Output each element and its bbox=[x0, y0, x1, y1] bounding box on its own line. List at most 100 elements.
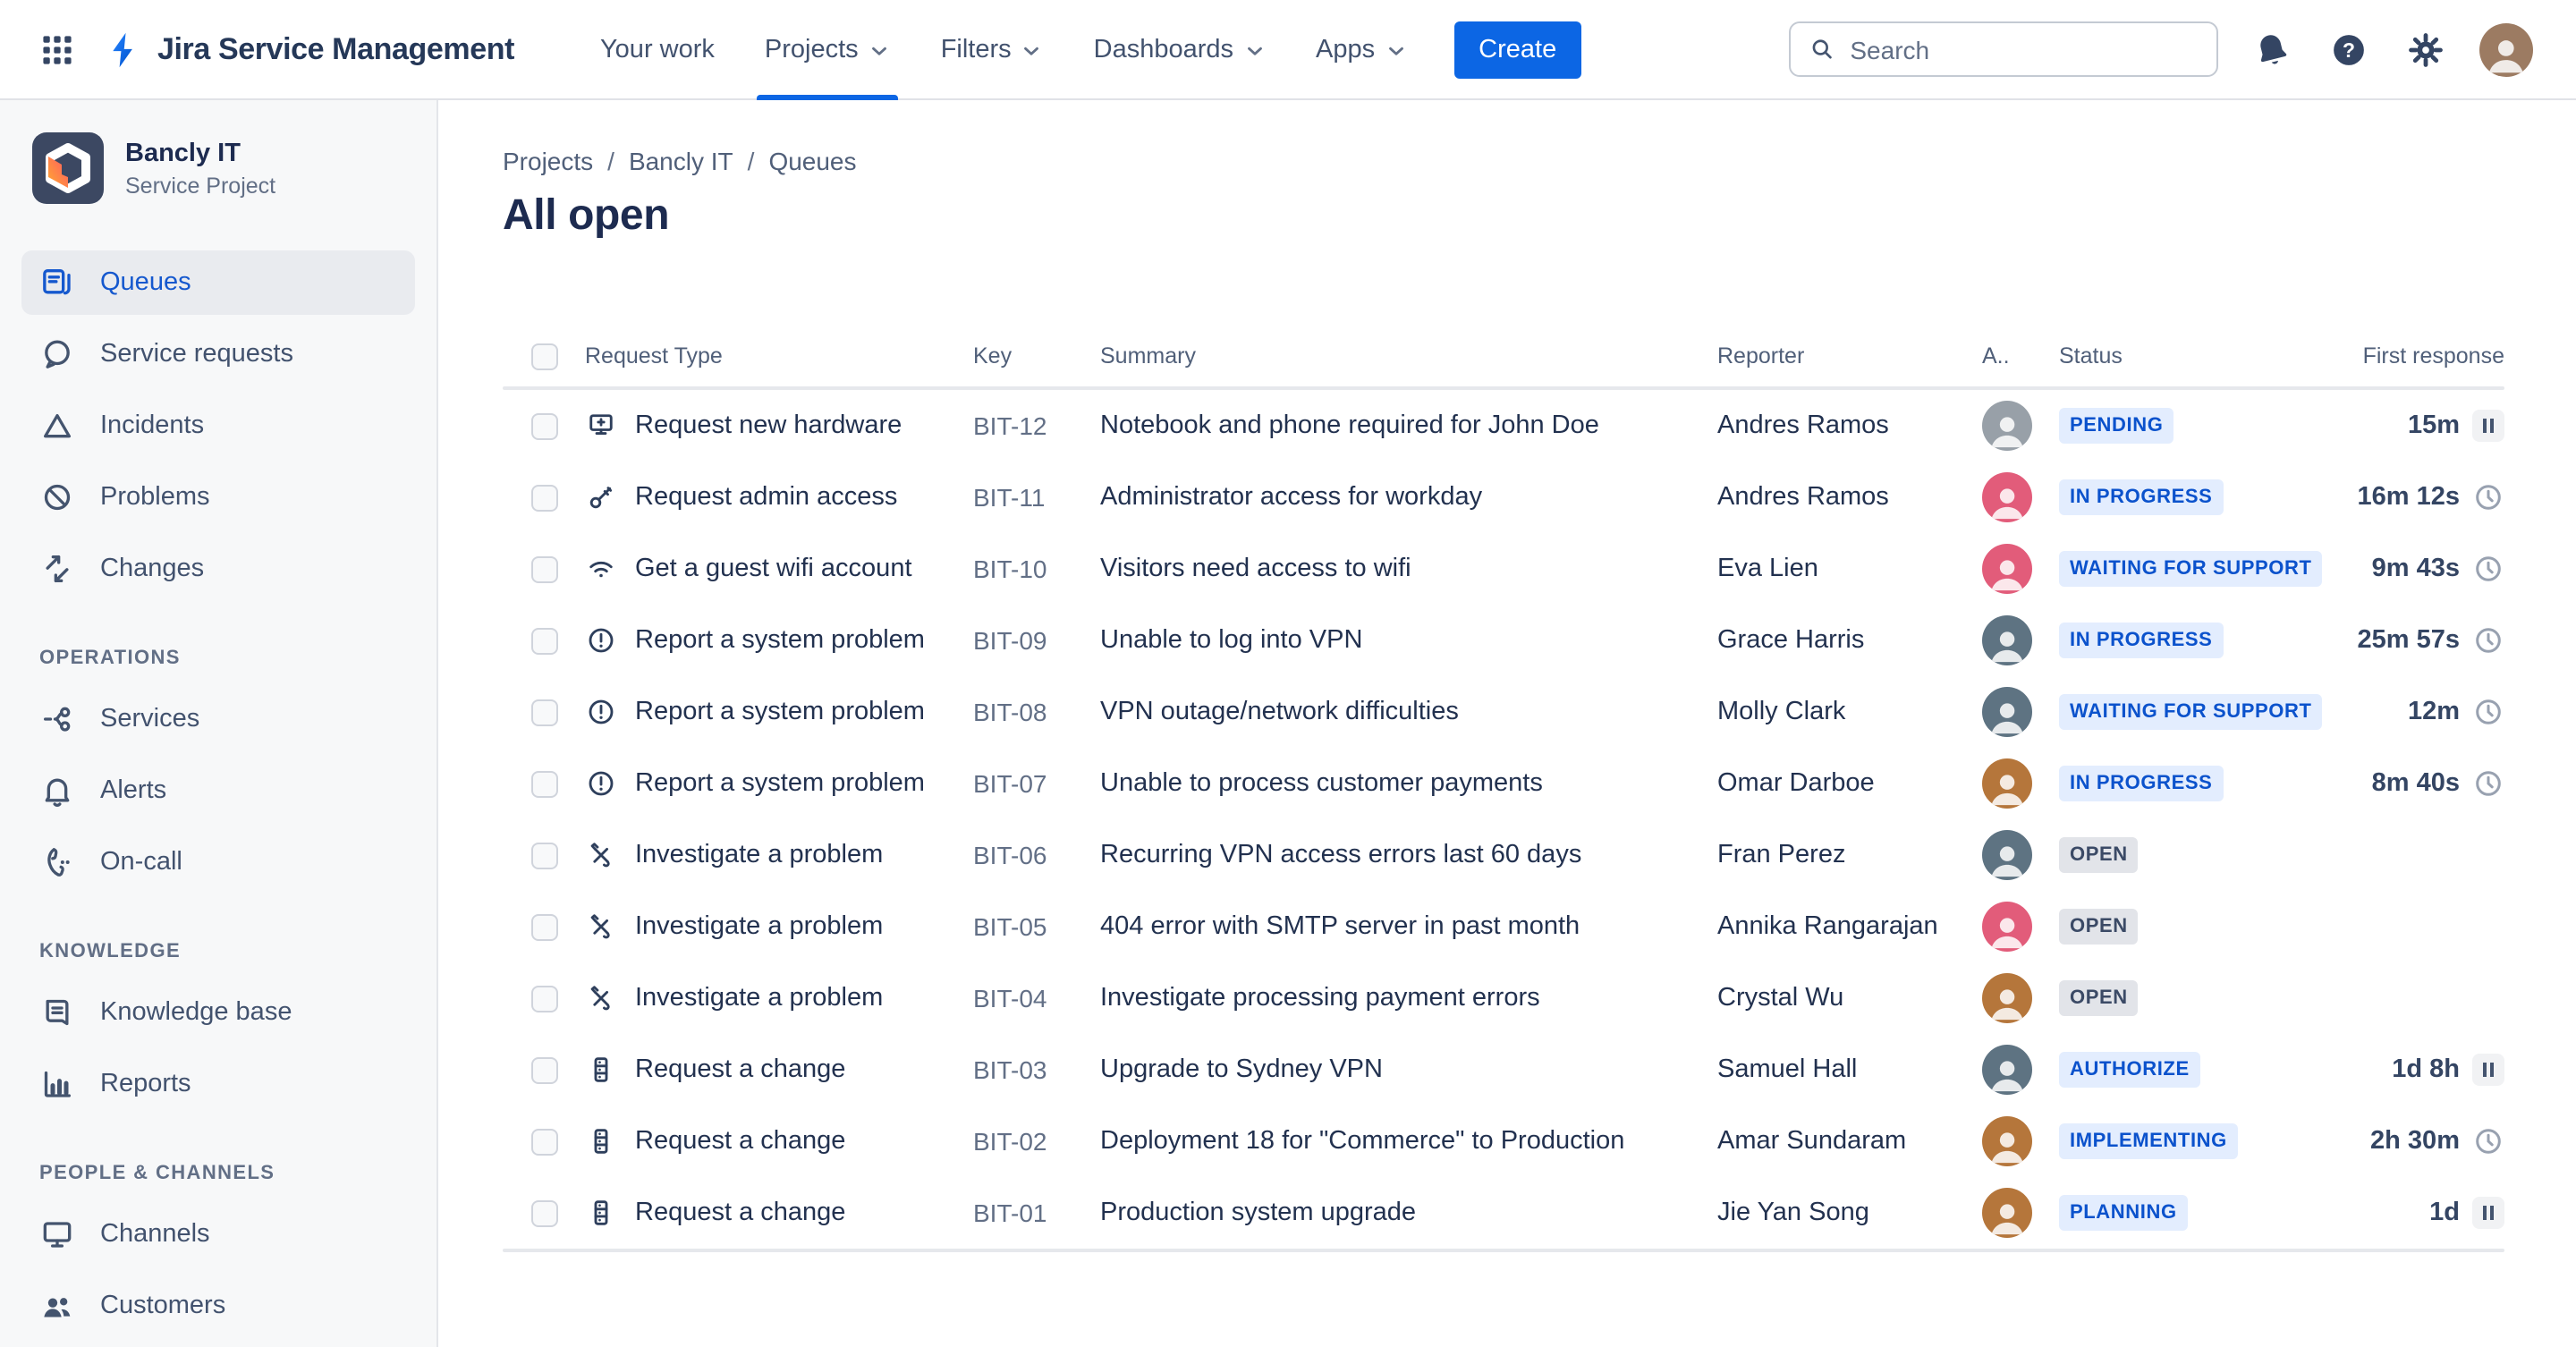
sidebar-item-incidents[interactable]: Incidents bbox=[21, 394, 415, 458]
sidebar-item-reports[interactable]: Reports bbox=[21, 1052, 415, 1116]
reporter-avatar[interactable] bbox=[1982, 401, 2032, 451]
sidebar-item-on-call[interactable]: On-call bbox=[21, 830, 415, 894]
sidebar-item-label: Problems bbox=[100, 483, 210, 512]
issue-summary[interactable]: Deployment 18 for "Commerce" to Producti… bbox=[1100, 1127, 1625, 1156]
table-row[interactable]: Request a change BIT-02 Deployment 18 fo… bbox=[503, 1106, 2504, 1177]
nav-item-apps[interactable]: Apps bbox=[1291, 0, 1432, 99]
notifications-button[interactable] bbox=[2249, 26, 2295, 72]
reporter-avatar[interactable] bbox=[1982, 830, 2032, 880]
issue-summary[interactable]: Upgrade to Sydney VPN bbox=[1100, 1055, 1383, 1084]
issue-summary[interactable]: Visitors need access to wifi bbox=[1100, 555, 1411, 583]
row-checkbox[interactable] bbox=[531, 770, 558, 797]
row-checkbox[interactable] bbox=[531, 555, 558, 582]
chevron-down-icon bbox=[1242, 39, 1266, 63]
issue-summary[interactable]: Recurring VPN access errors last 60 days bbox=[1100, 841, 1582, 869]
row-checkbox[interactable] bbox=[531, 699, 558, 725]
breadcrumb-item[interactable]: Queues bbox=[768, 147, 857, 175]
reporter-avatar[interactable] bbox=[1982, 687, 2032, 737]
reporter-avatar[interactable] bbox=[1982, 472, 2032, 522]
breadcrumb-item[interactable]: Bancly IT bbox=[628, 147, 733, 175]
global-search[interactable] bbox=[1789, 21, 2218, 77]
issue-summary[interactable]: Unable to process customer payments bbox=[1100, 769, 1543, 798]
select-all-checkbox[interactable] bbox=[531, 343, 558, 369]
issue-summary[interactable]: VPN outage/network difficulties bbox=[1100, 698, 1459, 726]
table-row[interactable]: Investigate a problem BIT-04 Investigate… bbox=[503, 962, 2504, 1034]
table-row[interactable]: Request a change BIT-03 Upgrade to Sydne… bbox=[503, 1034, 2504, 1106]
nav-item-filters[interactable]: Filters bbox=[916, 0, 1069, 99]
row-checkbox[interactable] bbox=[531, 1128, 558, 1155]
table-row[interactable]: Get a guest wifi account BIT-10 Visitors… bbox=[503, 533, 2504, 605]
oncall-icon bbox=[39, 844, 75, 880]
first-response-time: 1d 8h bbox=[2392, 1055, 2460, 1084]
issue-summary[interactable]: Investigate processing payment errors bbox=[1100, 984, 1540, 1012]
reporter-avatar[interactable] bbox=[1982, 1188, 2032, 1238]
status-cell: PENDING bbox=[2059, 408, 2354, 444]
main-content: Projects / Bancly IT / Queues All open Reque… bbox=[438, 100, 2576, 1347]
reporter-name: Molly Clark bbox=[1717, 698, 1846, 726]
table-row[interactable]: Investigate a problem BIT-06 Recurring V… bbox=[503, 819, 2504, 891]
status-cell: OPEN bbox=[2059, 980, 2354, 1016]
nav-item-projects[interactable]: Projects bbox=[740, 0, 916, 99]
breadcrumb-item[interactable]: Projects bbox=[503, 147, 594, 175]
app-logo[interactable]: Jira Service Management bbox=[104, 30, 514, 69]
issue-summary[interactable]: Production system upgrade bbox=[1100, 1199, 1417, 1227]
row-checkbox[interactable] bbox=[531, 1199, 558, 1226]
row-checkbox[interactable] bbox=[531, 627, 558, 654]
row-checkbox[interactable] bbox=[531, 484, 558, 511]
user-avatar[interactable] bbox=[2479, 22, 2533, 76]
reporter-avatar[interactable] bbox=[1982, 615, 2032, 665]
help-button[interactable]: ? bbox=[2326, 26, 2372, 72]
first-response-time: 8m 40s bbox=[2371, 769, 2460, 798]
row-checkbox[interactable] bbox=[531, 985, 558, 1012]
queue-table: Request Type Key Summary Reporter A.. St… bbox=[503, 326, 2504, 1252]
sidebar-item-knowledge-base[interactable]: Knowledge base bbox=[21, 980, 415, 1045]
issue-summary[interactable]: Notebook and phone required for John Doe bbox=[1100, 411, 1599, 440]
sidebar-item-services[interactable]: Services bbox=[21, 687, 415, 751]
reporter-avatar[interactable] bbox=[1982, 973, 2032, 1023]
row-checkbox[interactable] bbox=[531, 913, 558, 940]
settings-button[interactable] bbox=[2402, 26, 2449, 72]
nav-item-your-work[interactable]: Your work bbox=[575, 0, 740, 99]
reporter-avatar[interactable] bbox=[1982, 902, 2032, 952]
nav-item-label: Filters bbox=[940, 35, 1012, 64]
table-row[interactable]: Request admin access BIT-11 Administrato… bbox=[503, 462, 2504, 533]
status-badge: WAITING FOR SUPPORT bbox=[2059, 694, 2323, 730]
sidebar-item-problems[interactable]: Problems bbox=[21, 465, 415, 529]
issue-summary[interactable]: Administrator access for workday bbox=[1100, 483, 1483, 512]
table-row[interactable]: Report a system problem BIT-09 Unable to… bbox=[503, 605, 2504, 676]
issue-summary[interactable]: Unable to log into VPN bbox=[1100, 626, 1363, 655]
col-request-type: Request Type bbox=[585, 343, 723, 369]
table-row[interactable]: Report a system problem BIT-07 Unable to… bbox=[503, 748, 2504, 819]
table-row[interactable]: Request a change BIT-01 Production syste… bbox=[503, 1177, 2504, 1249]
reporter-avatar[interactable] bbox=[1982, 758, 2032, 809]
row-checkbox[interactable] bbox=[531, 412, 558, 439]
issue-summary[interactable]: 404 error with SMTP server in past month bbox=[1100, 912, 1580, 941]
search-input[interactable] bbox=[1850, 35, 2199, 64]
pause-icon bbox=[2472, 1054, 2504, 1086]
sidebar-item-changes[interactable]: Changes bbox=[21, 537, 415, 601]
sidebar-item-alerts[interactable]: Alerts bbox=[21, 758, 415, 823]
reporter-avatar[interactable] bbox=[1982, 544, 2032, 594]
table-row[interactable]: Request new hardware BIT-12 Notebook and… bbox=[503, 390, 2504, 462]
table-row[interactable]: Investigate a problem BIT-05 404 error w… bbox=[503, 891, 2504, 962]
sidebar-item-label: Alerts bbox=[100, 776, 167, 805]
nav-item-dashboards[interactable]: Dashboards bbox=[1069, 0, 1291, 99]
create-button[interactable]: Create bbox=[1453, 21, 1582, 78]
first-response-cell: 8m 40s bbox=[2354, 767, 2504, 800]
sidebar-item-label: Channels bbox=[100, 1220, 210, 1249]
sidebar-item-channels[interactable]: Channels bbox=[21, 1202, 415, 1267]
row-checkbox[interactable] bbox=[531, 842, 558, 868]
sidebar-item-customers[interactable]: Customers bbox=[21, 1274, 415, 1338]
reporter-name: Omar Darboe bbox=[1717, 769, 1875, 798]
key-icon bbox=[585, 481, 617, 513]
table-header-divider bbox=[503, 386, 2504, 390]
sidebar-item-queues[interactable]: Queues bbox=[21, 250, 415, 315]
sidebar-item-service-requests[interactable]: Service requests bbox=[21, 322, 415, 386]
reporter-avatar[interactable] bbox=[1982, 1045, 2032, 1095]
table-row[interactable]: Report a system problem BIT-08 VPN outag… bbox=[503, 676, 2504, 748]
sidebar-section-label: OPERATIONS bbox=[39, 648, 181, 669]
reporter-avatar[interactable] bbox=[1982, 1116, 2032, 1166]
tools-icon bbox=[585, 982, 617, 1014]
app-switcher-button[interactable] bbox=[29, 21, 86, 78]
row-checkbox[interactable] bbox=[531, 1056, 558, 1083]
